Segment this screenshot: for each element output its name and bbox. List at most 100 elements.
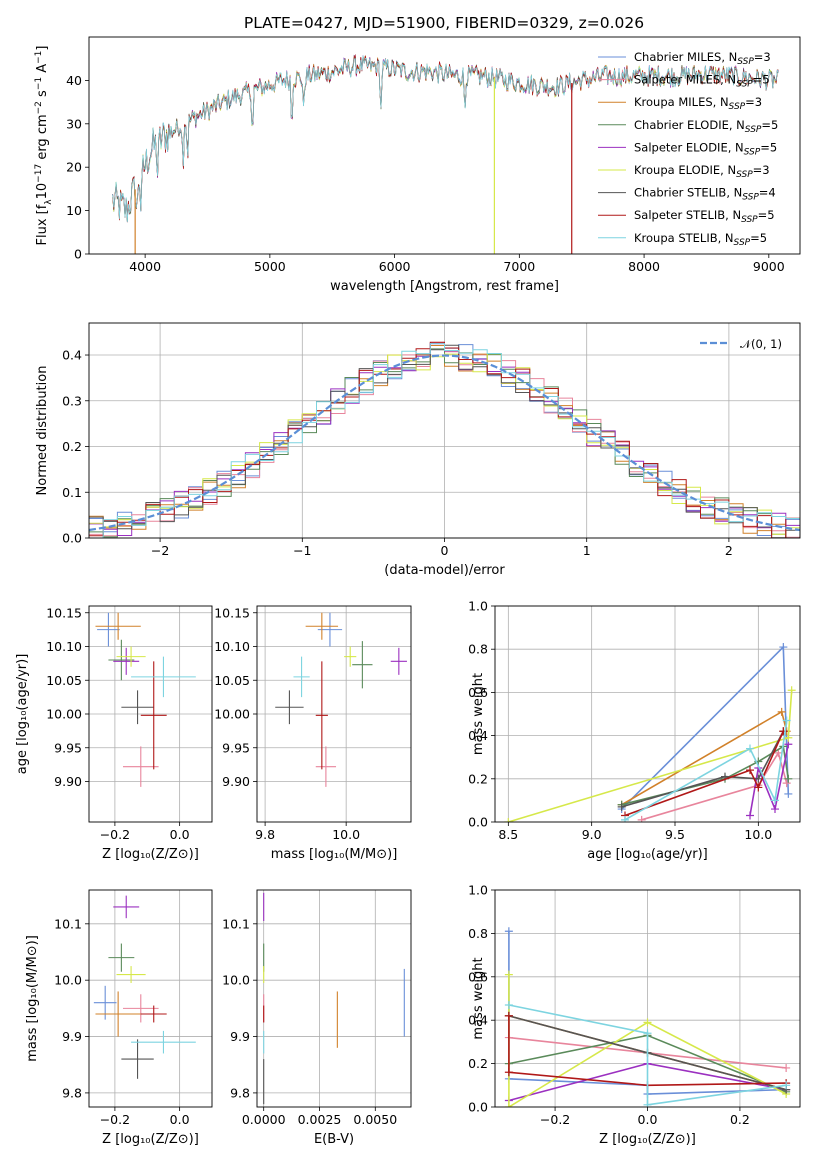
errorbar-point [315, 661, 328, 770]
x-tick-label: 4000 [129, 259, 161, 274]
errorbar-point [95, 991, 141, 1037]
x-tick-label: 10.0 [744, 827, 772, 842]
x-axis-label: wavelength [Angstrom, rest frame] [330, 279, 559, 294]
weight-marker [782, 716, 791, 725]
y-tick-label: 1.0 [468, 883, 488, 898]
errorbar-point [108, 943, 135, 972]
weight-marker [504, 1001, 513, 1010]
plot-area [263, 892, 405, 1105]
weight-marker [782, 1063, 791, 1072]
y-tick-label: 0.4 [62, 348, 82, 363]
y-tick-label: 10 [66, 203, 82, 218]
legend: 𝒩(0, 1) [700, 337, 782, 351]
x-tick-label: −2 [151, 543, 169, 558]
weight-marker [777, 707, 786, 716]
x-tick-label: 2 [725, 543, 733, 558]
x-axis-label: E(B-V) [314, 1132, 354, 1147]
axes-frame [494, 889, 801, 1108]
x-tick-label: 0.0050 [353, 1112, 397, 1127]
y-tick-label: 0.6 [468, 685, 488, 700]
y-tick-label: 0.2 [468, 771, 488, 786]
errorbar-point [121, 1039, 154, 1079]
weight-line [508, 690, 793, 822]
x-tick-label: 10.0 [332, 827, 360, 842]
y-tick-label: 40 [66, 73, 82, 88]
weight-marker [504, 1068, 513, 1077]
plot-area [112, 54, 779, 254]
x-tick-label: 9.5 [665, 827, 685, 842]
plot-area [93, 895, 196, 1079]
errorbar-point [97, 612, 120, 647]
x-axis-label: Z [log₁₀(Z/Z⊙)] [599, 1132, 696, 1147]
age-vs-metallicity-panel: −0.2 0.0 9.90 9.95 10.00 10.05 10.10 10.15 Z [lo… [15, 605, 213, 862]
x-tick-label: 8000 [628, 259, 660, 274]
weight-marker [779, 727, 788, 736]
x-axis-label: age [log₁₀(age/yr)] [587, 847, 708, 862]
y-tick-label: 10.00 [214, 707, 250, 722]
errorbar-point [131, 1030, 196, 1054]
errorbar-point [315, 746, 337, 787]
y-tick-label: 0.4 [468, 728, 488, 743]
weight-marker [621, 815, 629, 822]
axes-frame [88, 322, 801, 539]
y-axis-label: mass [log₁₀(M/M⊙)] [25, 935, 40, 1062]
weight-line [641, 750, 788, 821]
y-tick-label: 0.8 [468, 642, 488, 657]
weight-marker [779, 643, 788, 652]
mass-weight-vs-age-panel: 8.5 9.0 9.5 10.0 0.0 0.2 0.4 0.6 0.8 1.0 age [log₁… [468, 599, 801, 862]
y-tick-label: 0.3 [62, 393, 82, 408]
errorbar-point [131, 656, 196, 698]
weight-series [504, 686, 796, 822]
y-tick-label: 0.2 [62, 439, 82, 454]
mass-weight-vs-metallicity-panel: −0.2 0.0 0.2 0.0 0.2 0.4 0.6 0.8 1.0 Z [log₁₀(Z/Z… [468, 883, 801, 1147]
weight-series [504, 1001, 791, 1107]
x-tick-label: 0 [441, 543, 449, 558]
errorbar-point [122, 746, 159, 787]
y-tick-label: 10.05 [214, 673, 250, 688]
mass-vs-metallicity-panel: −0.2 0.0 9.8 9.9 10.0 10.1 Z [log₁₀(Z/Z⊙)] mass… [25, 889, 213, 1147]
axes-frame [88, 889, 213, 1108]
weight-marker [771, 796, 779, 805]
y-tick-label: 9.95 [54, 740, 82, 755]
axes-frame [256, 605, 412, 823]
axes-frame [88, 36, 801, 255]
errorbar-point [93, 985, 117, 1020]
weight-marker [504, 970, 513, 979]
x-tick-label: 0.2 [730, 1112, 750, 1127]
weight-marker [504, 1011, 513, 1020]
x-axis-label: mass [log₁₀(M/M⊙)] [271, 847, 398, 862]
y-tick-label: 9.90 [54, 774, 82, 789]
normal-reference-curve [89, 354, 800, 532]
x-tick-label: 7000 [503, 259, 535, 274]
legend-label: Chabrier MILES, NSSP=3 [634, 50, 771, 67]
errorbar-point [390, 647, 407, 675]
weight-line [621, 645, 790, 810]
y-tick-label: 0.6 [468, 969, 488, 984]
plot-area [275, 612, 407, 787]
y-tick-label: 10.0 [54, 973, 82, 988]
errorbar-point [121, 690, 154, 725]
x-tick-label: 1 [583, 543, 591, 558]
y-tick-label: 0.0 [62, 531, 82, 546]
errorbar-point [113, 895, 140, 919]
errorbar-point [140, 1005, 167, 1023]
errorbar-point [108, 639, 135, 681]
weight-marker [504, 1103, 513, 1107]
weight-marker [784, 789, 793, 798]
weight-series [617, 742, 793, 809]
y-tick-label: 1.0 [468, 599, 488, 614]
y-tick-label: 9.9 [62, 1029, 82, 1044]
x-tick-label: 0.0000 [242, 1112, 286, 1127]
legend: Chabrier MILES, NSSP=3 Salpeter MILES, NS… [598, 50, 778, 248]
y-tick-label: 30 [66, 116, 82, 131]
plot-area [95, 612, 196, 787]
y-tick-label: 0.0 [468, 815, 488, 830]
y-tick-label: 10.1 [54, 916, 82, 931]
y-tick-label: 10.1 [222, 916, 250, 931]
weight-line [749, 744, 790, 816]
axes-frame [88, 605, 213, 823]
x-tick-label: −0.2 [100, 1112, 130, 1127]
y-tick-label: 0.8 [468, 926, 488, 941]
weight-series [617, 727, 788, 811]
